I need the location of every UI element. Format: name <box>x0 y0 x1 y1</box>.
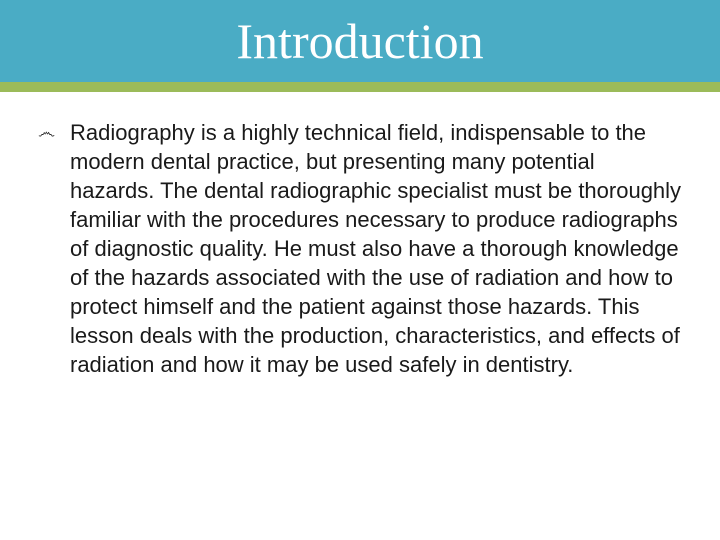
slide-header: Introduction <box>0 0 720 92</box>
slide-body: ෴ Radiography is a highly technical fiel… <box>0 92 720 379</box>
body-paragraph: Radiography is a highly technical field,… <box>70 118 684 379</box>
header-accent-strip <box>0 82 720 92</box>
header-top-band: Introduction <box>0 0 720 82</box>
bullet-glyph-icon: ෴ <box>36 118 70 146</box>
bullet-item: ෴ Radiography is a highly technical fiel… <box>36 118 684 379</box>
slide-title: Introduction <box>236 12 483 70</box>
